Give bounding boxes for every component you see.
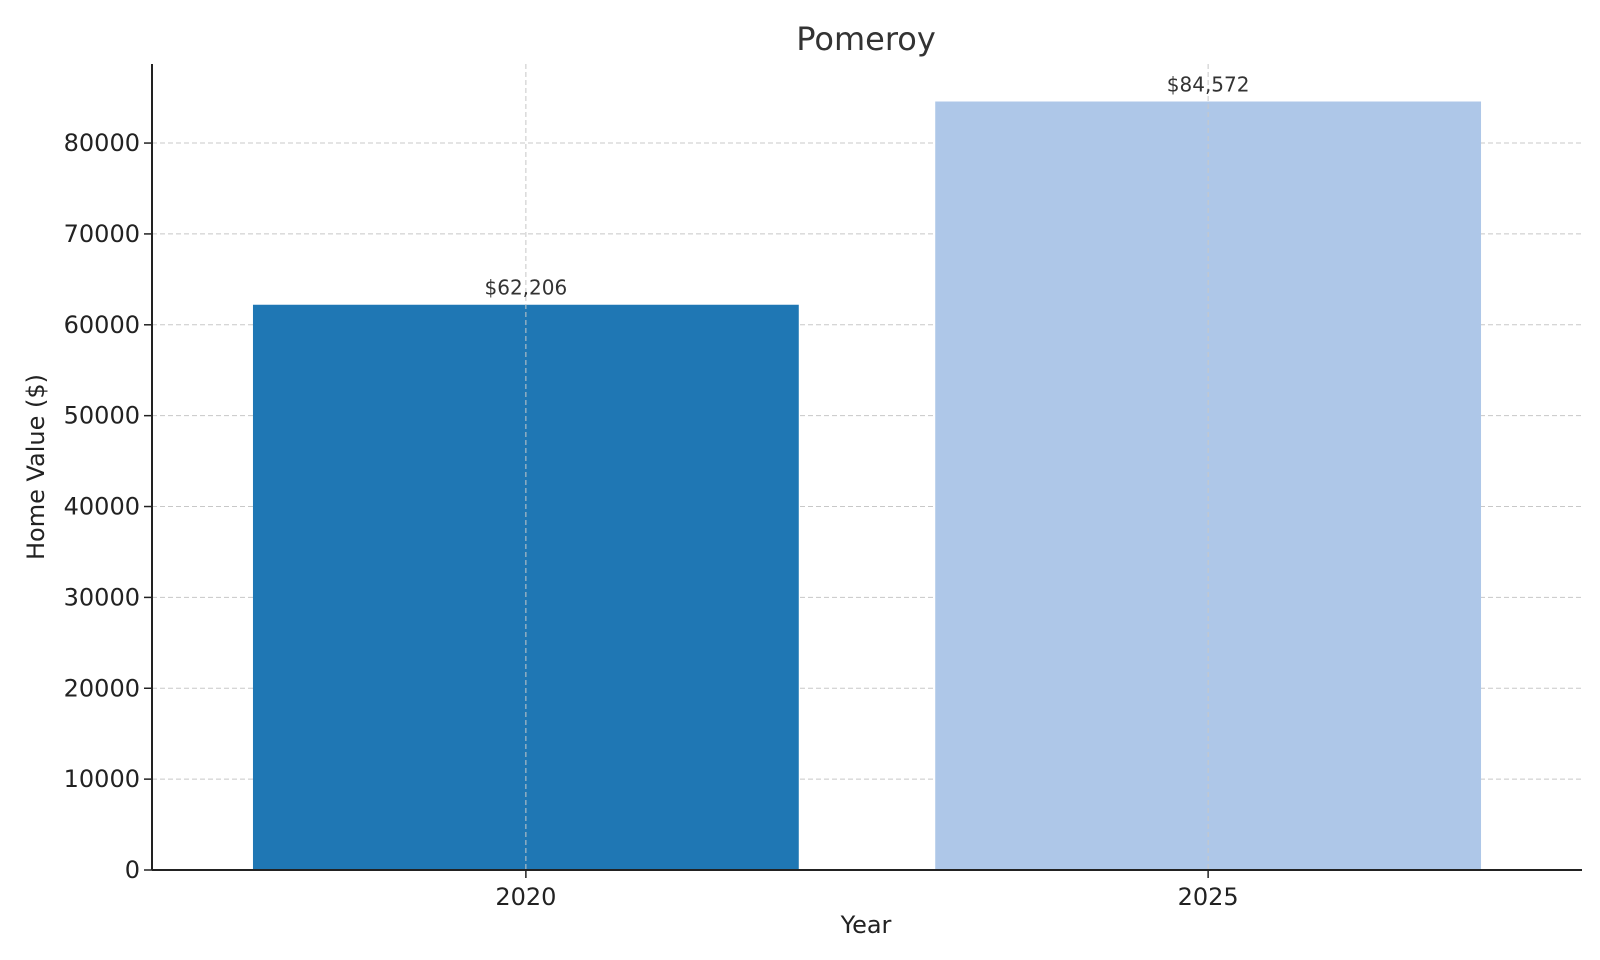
y-tick-label: 30000 (64, 583, 140, 611)
x-tick-label: 2025 (1178, 883, 1239, 911)
y-tick-label: 50000 (64, 402, 140, 430)
x-ticks: 2020 2025 (495, 870, 1239, 911)
axes (151, 64, 1582, 871)
bar-value-label: $62,206 (485, 276, 568, 300)
y-tick-label: 20000 (64, 674, 140, 702)
y-tick-label: 80000 (64, 129, 140, 157)
y-tick-label: 40000 (64, 493, 140, 521)
x-axis-title: Year (840, 911, 892, 939)
bars (252, 101, 1482, 870)
vertical-grid (525, 64, 1209, 870)
chart-title: Pomeroy (796, 20, 936, 58)
y-axis-title: Home Value ($) (22, 374, 50, 560)
grid (152, 142, 1582, 780)
y-tick-label: 70000 (64, 220, 140, 248)
y-tick-label: 0 (125, 856, 140, 884)
y-tick-label: 60000 (64, 311, 140, 339)
y-tick-label: 10000 (64, 765, 140, 793)
y-ticks: 0 10000 20000 30000 40000 50000 60000 70000 8000… (64, 129, 152, 884)
data-labels: $62,206 $84,572 (485, 73, 1250, 300)
x-tick-label: 2020 (495, 883, 556, 911)
bar-value-label: $84,572 (1167, 73, 1250, 97)
bar (935, 101, 1482, 870)
